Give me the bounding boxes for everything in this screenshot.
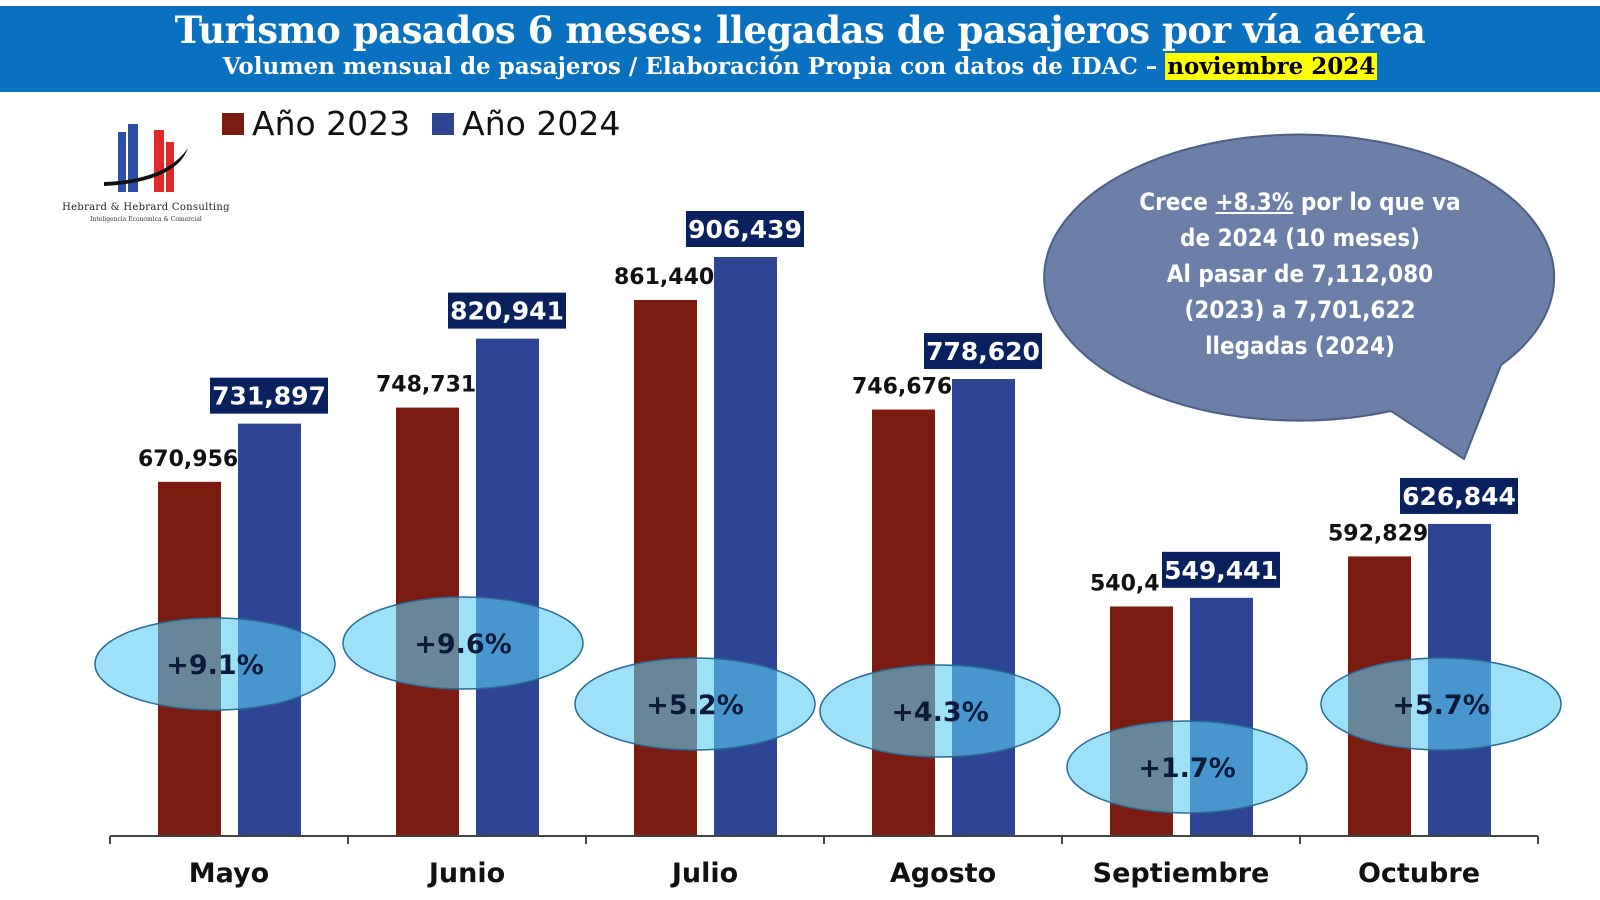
data-label-2023: 748,731 bbox=[376, 373, 476, 398]
data-label-2024: 549,441 bbox=[1164, 556, 1278, 585]
callout-bubble bbox=[1043, 133, 1556, 461]
legend-swatch-2024 bbox=[432, 112, 455, 135]
x-tick-label: Septiembre bbox=[1093, 858, 1270, 889]
data-label-2024: 820,941 bbox=[450, 297, 564, 326]
legend-label-2023: Año 2023 bbox=[252, 104, 411, 143]
data-label-2023: 592,829 bbox=[1328, 521, 1428, 546]
legend-item-2024: Año 2024 bbox=[432, 104, 620, 143]
x-tick-label: Junio bbox=[427, 858, 505, 889]
data-label-box-2024 bbox=[924, 333, 1042, 370]
logo-tagline: Inteligencia Económica & Comercial bbox=[90, 216, 202, 223]
growth-ellipse bbox=[1320, 657, 1562, 751]
growth-label: +5.7% bbox=[1392, 690, 1490, 721]
callout-line3: Al pasar de 7,112,080 bbox=[1166, 260, 1434, 288]
growth-ellipse bbox=[94, 617, 336, 711]
growth-label: +5.2% bbox=[646, 690, 744, 721]
callout-line2: de 2024 (10 meses) bbox=[1179, 224, 1421, 252]
x-tick-label: Julio bbox=[670, 858, 738, 889]
subtitle-text: Volumen mensual de pasajeros / Elaboraci… bbox=[222, 53, 1158, 80]
logo-mark-icon bbox=[104, 124, 188, 192]
data-label-2024: 906,439 bbox=[688, 215, 802, 244]
data-label-box-2024 bbox=[1162, 551, 1280, 588]
data-label-2024: 778,620 bbox=[926, 337, 1040, 366]
x-tick-label: Mayo bbox=[189, 858, 269, 889]
callout-growth-value: +8.3% bbox=[1215, 188, 1294, 216]
data-label-box-2024 bbox=[210, 377, 328, 414]
growth-label: +9.6% bbox=[414, 629, 512, 660]
data-label-2023: 746,676 bbox=[852, 375, 952, 400]
growth-label: +9.1% bbox=[166, 650, 264, 681]
growth-ellipse bbox=[819, 664, 1061, 758]
data-label-box-2024 bbox=[448, 292, 566, 329]
data-label-2024: 626,844 bbox=[1402, 482, 1516, 511]
legend: Año 2023 Año 2024 bbox=[222, 104, 620, 143]
bar-2023 bbox=[872, 409, 935, 836]
data-label-box-2024 bbox=[686, 211, 804, 247]
data-label-box-2024 bbox=[1400, 477, 1518, 514]
growth-ellipse bbox=[1066, 720, 1308, 814]
legend-label-2024: Año 2024 bbox=[462, 104, 621, 143]
bar-2024 bbox=[952, 379, 1015, 836]
chart-title: Turismo pasados 6 meses: llegadas de pas… bbox=[174, 8, 1426, 52]
data-label-2023: 861,440 bbox=[614, 265, 714, 290]
chart-subtitle: Volumen mensual de pasajeros / Elaboraci… bbox=[0, 52, 1600, 82]
data-label-2023: 670,956 bbox=[138, 447, 238, 472]
callout-line4: (2023) a 7,701,622 bbox=[1184, 296, 1416, 324]
growth-label: +1.7% bbox=[1138, 753, 1236, 784]
x-tick-label: Agosto bbox=[890, 858, 996, 889]
data-label-2024: 731,897 bbox=[212, 382, 326, 411]
callout-line5: llegadas (2024) bbox=[1205, 332, 1395, 360]
data-label-2023: 540,4 bbox=[1090, 571, 1160, 596]
callout-line1-pre: Crece bbox=[1139, 188, 1216, 216]
growth-ellipse bbox=[342, 596, 584, 690]
logo-name: Hebrard & Hebrard Consulting bbox=[62, 202, 230, 213]
growth-ellipse bbox=[574, 657, 816, 751]
company-logo: Hebrard & Hebrard Consulting Inteligenci… bbox=[56, 120, 236, 230]
growth-label: +4.3% bbox=[891, 697, 989, 728]
callout-line1-post: por lo que va bbox=[1293, 188, 1461, 216]
legend-swatch-2023 bbox=[222, 112, 244, 135]
bar-2024 bbox=[476, 338, 539, 836]
callout-text: Crece +8.3% por lo que va de 2024 (10 me… bbox=[1100, 184, 1500, 364]
bar-2023 bbox=[634, 299, 697, 836]
legend-item-2023: Año 2023 bbox=[222, 104, 410, 143]
header-banner: Turismo pasados 6 meses: llegadas de pas… bbox=[0, 6, 1600, 92]
subtitle-date-highlight: noviembre 2024 bbox=[1165, 53, 1378, 80]
x-tick-label: Octubre bbox=[1358, 858, 1480, 889]
